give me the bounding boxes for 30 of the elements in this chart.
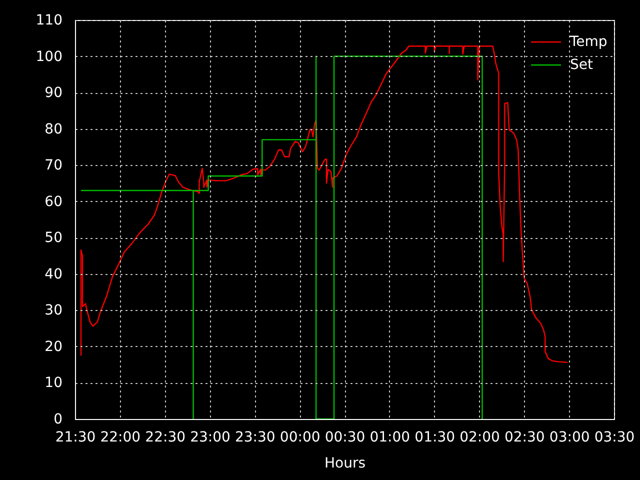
y-tick-label: 60 [44, 194, 62, 210]
x-tick-label: 01:30 [414, 430, 456, 446]
x-tick-label: 00:30 [324, 430, 366, 446]
x-tick-label: 22:30 [145, 430, 186, 446]
x-tick-label: 02:30 [504, 430, 545, 446]
x-tick-label: 22:00 [100, 430, 141, 446]
y-tick-label: 80 [44, 121, 62, 138]
x-tick-label: 02:00 [460, 430, 500, 446]
y-tick-label: 20 [44, 338, 62, 355]
y-tick-label: 40 [44, 266, 62, 282]
y-tick-label: 90 [44, 85, 62, 102]
x-tick-label: 23:00 [190, 430, 230, 446]
x-tick-label: 03:30 [594, 430, 635, 446]
x-tick-label: 03:00 [549, 430, 590, 446]
x-tick-label: 23:30 [234, 430, 276, 446]
y-tick-label: 10 [44, 375, 62, 392]
legend-label: Set [570, 57, 594, 73]
x-axis-title: Hours [324, 456, 366, 472]
y-tick-label: 50 [44, 230, 62, 246]
line-series [80, 56, 483, 420]
line-series [80, 46, 568, 364]
legend-label: Temp [569, 34, 608, 50]
y-tick-label: 110 [36, 12, 62, 28]
y-tick-label: 70 [44, 158, 62, 174]
x-tick-label: 01:00 [370, 430, 410, 446]
x-tick-label: 21:30 [55, 430, 96, 446]
y-tick-label: 30 [44, 302, 62, 319]
y-tick-label: 100 [36, 48, 62, 65]
y-tick-label: 0 [54, 412, 62, 428]
x-tick-label: 00:00 [280, 430, 320, 446]
